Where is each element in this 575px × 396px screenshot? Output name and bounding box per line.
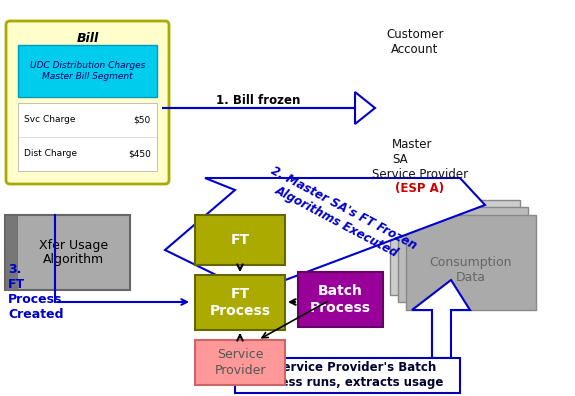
- FancyBboxPatch shape: [18, 45, 157, 97]
- Text: UDC Distribution Charges
Master Bill Segment: UDC Distribution Charges Master Bill Seg…: [30, 61, 145, 81]
- FancyBboxPatch shape: [195, 340, 285, 385]
- FancyBboxPatch shape: [195, 275, 285, 330]
- Text: Batch
Process: Batch Process: [310, 284, 371, 314]
- Text: Svc Charge: Svc Charge: [24, 116, 75, 124]
- Text: 4. Service Provider's Batch
Process runs, extracts usage: 4. Service Provider's Batch Process runs…: [251, 361, 443, 389]
- Text: 3.
FT
Process
Created: 3. FT Process Created: [8, 263, 63, 321]
- Text: FT: FT: [231, 233, 250, 247]
- Polygon shape: [162, 92, 375, 124]
- Text: Service
Provider: Service Provider: [214, 348, 266, 377]
- Text: $450: $450: [128, 150, 151, 158]
- FancyBboxPatch shape: [5, 215, 17, 290]
- Text: Service Provider: Service Provider: [372, 168, 468, 181]
- Text: Consumption
Data: Consumption Data: [430, 256, 512, 284]
- FancyBboxPatch shape: [390, 200, 520, 295]
- Text: Customer
Account: Customer Account: [386, 28, 444, 56]
- Polygon shape: [165, 178, 485, 294]
- FancyBboxPatch shape: [235, 358, 460, 393]
- Text: Bill: Bill: [76, 32, 99, 46]
- Text: Master
SA: Master SA: [392, 138, 432, 166]
- FancyBboxPatch shape: [398, 207, 528, 302]
- Text: (ESP A): (ESP A): [396, 182, 444, 195]
- Text: 1. Bill frozen: 1. Bill frozen: [216, 93, 300, 107]
- Text: 2. Master SA's FT Frozen
Algorithms Executed: 2. Master SA's FT Frozen Algorithms Exec…: [262, 164, 419, 266]
- Text: $50: $50: [134, 116, 151, 124]
- FancyBboxPatch shape: [195, 215, 285, 265]
- FancyBboxPatch shape: [5, 215, 130, 290]
- Text: FT
Process: FT Process: [209, 287, 270, 318]
- FancyBboxPatch shape: [298, 272, 383, 327]
- Text: Dist Charge: Dist Charge: [24, 150, 77, 158]
- FancyBboxPatch shape: [6, 21, 169, 184]
- FancyBboxPatch shape: [406, 215, 536, 310]
- FancyBboxPatch shape: [18, 103, 157, 171]
- Text: Xfer Usage
Algorithm: Xfer Usage Algorithm: [39, 238, 108, 267]
- Polygon shape: [412, 280, 470, 358]
